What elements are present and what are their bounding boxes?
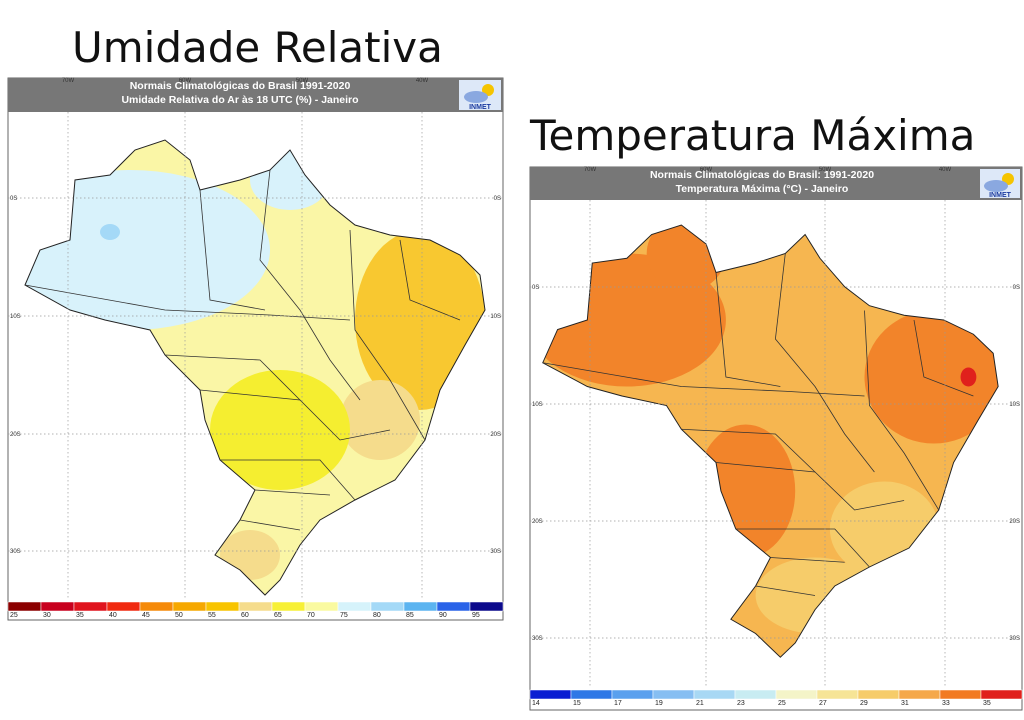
lon-label: 60W [700, 167, 713, 173]
heading: Temperatura Máxima [529, 111, 975, 160]
colorbar-label: 75 [340, 612, 348, 619]
colorbar-label: 31 [901, 700, 909, 707]
lat-label: 0S [494, 196, 501, 202]
panel-subtitle: Temperatura Máxima (°C) - Janeiro [676, 183, 849, 195]
colorbar-label: 45 [142, 612, 150, 619]
colorbar-label: 14 [532, 700, 540, 707]
logo-text: INMET [989, 192, 1012, 199]
colorbar-label: 30 [43, 612, 51, 619]
colorbar-label: 33 [942, 700, 950, 707]
colorbar-label: 40 [109, 612, 117, 619]
colorbar-swatch [403, 601, 438, 612]
lat-label: 10S [532, 402, 543, 408]
lat-label: 10S [10, 314, 21, 320]
colorbar-swatch [7, 601, 42, 612]
colorbar-swatch [529, 689, 572, 700]
lat-label: 20S [10, 432, 21, 438]
colorbar-swatch [337, 601, 372, 612]
lat-label: 10S [1009, 402, 1020, 408]
colorbar-swatch [106, 601, 141, 612]
colorbar-swatch [139, 601, 174, 612]
colorbar-label: 55 [208, 612, 216, 619]
lat-label: 0S [532, 285, 539, 291]
colorbar-label: 23 [737, 700, 745, 707]
colorbar-swatch [611, 689, 654, 700]
lon-label: 70W [62, 78, 75, 84]
colorbar-swatch [734, 689, 777, 700]
lat-label: 30S [490, 549, 501, 555]
panel-subtitle: Umidade Relativa do Ar às 18 UTC (%) - J… [121, 94, 358, 106]
colorbar-label: 60 [241, 612, 249, 619]
colorbar-swatch [570, 689, 613, 700]
colorbar-swatch [73, 601, 108, 612]
colorbar-label: 50 [175, 612, 183, 619]
colorbar-swatch [370, 601, 405, 612]
colorbar-swatch [40, 601, 75, 612]
lat-label: 20S [1009, 519, 1020, 525]
logo-text: INMET [469, 104, 492, 111]
colorbar-label: 25 [778, 700, 786, 707]
colorbar-label: 15 [573, 700, 581, 707]
colorbar-label: 90 [439, 612, 447, 619]
lon-label: 50W [819, 167, 832, 173]
colorbar-swatch [939, 689, 982, 700]
colorbar-label: 27 [819, 700, 827, 707]
colorbar-swatch [816, 689, 859, 700]
colorbar-label: 85 [406, 612, 414, 619]
panel-title: Normais Climatológicas do Brasil: 1991-2… [650, 169, 874, 181]
colorbar-swatch [857, 689, 900, 700]
panel-title: Normais Climatológicas do Brasil 1991-20… [130, 80, 351, 92]
colorbar-label: 35 [983, 700, 991, 707]
colorbar-label: 21 [696, 700, 704, 707]
colorbar-label: 70 [307, 612, 315, 619]
colorbar-swatch [238, 601, 273, 612]
colorbar-swatch [304, 601, 339, 612]
panel-header [530, 167, 1022, 200]
lat-label: 0S [1013, 285, 1020, 291]
lat-label: 20S [490, 432, 501, 438]
lat-label: 30S [1009, 636, 1020, 642]
lat-label: 30S [532, 636, 543, 642]
colorbar-label: 17 [614, 700, 622, 707]
lat-label: 30S [10, 549, 21, 555]
colorbar-label: 25 [10, 612, 18, 619]
colorbar-label: 19 [655, 700, 663, 707]
colorbar-swatch [205, 601, 240, 612]
colorbar-label: 35 [76, 612, 84, 619]
colorbar-label: 29 [860, 700, 868, 707]
colorbar-label: 80 [373, 612, 381, 619]
lon-label: 40W [939, 167, 952, 173]
heading: Umidade Relativa [72, 23, 443, 72]
colorbar-swatch [469, 601, 504, 612]
lon-label: 60W [179, 78, 192, 84]
colorbar-swatch [980, 689, 1023, 700]
map-panel: Normais Climatológicas do Brasil 1991-20… [7, 77, 504, 621]
colorbar-swatch [436, 601, 471, 612]
lat-label: 10S [490, 314, 501, 320]
lat-label: 20S [532, 519, 543, 525]
panel-header [8, 78, 503, 112]
colorbar-label: 95 [472, 612, 480, 619]
lon-label: 50W [296, 78, 309, 84]
colorbar-swatch [693, 689, 736, 700]
colorbar-label: 65 [274, 612, 282, 619]
lon-label: 70W [584, 167, 597, 173]
colorbar-swatch [775, 689, 818, 700]
colorbar-swatch [652, 689, 695, 700]
colorbar-swatch [271, 601, 306, 612]
map-panel: Normais Climatológicas do Brasil: 1991-2… [529, 166, 1023, 711]
lat-label: 0S [10, 196, 17, 202]
lon-label: 40W [416, 78, 429, 84]
colorbar-swatch [172, 601, 207, 612]
colorbar-swatch [898, 689, 941, 700]
